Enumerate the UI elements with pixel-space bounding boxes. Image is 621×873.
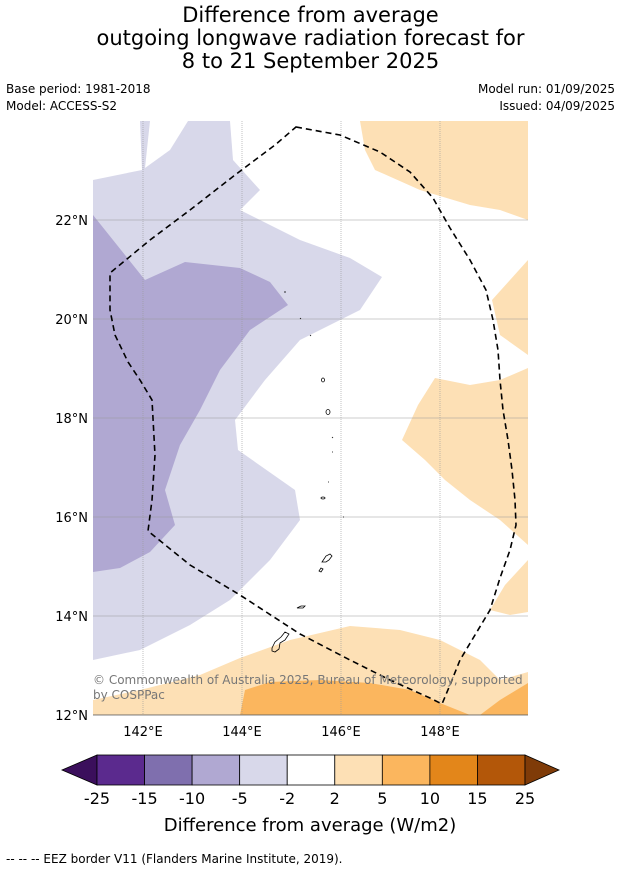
colorbar-under-arrow [60,754,98,786]
olr-anomaly-light-orange-e2 [402,368,528,545]
lon-tick-label: 146°E [321,725,361,740]
olr-anomaly-light-orange-e [492,260,528,355]
eez-border [109,126,517,706]
colorbar-tick-label: 5 [377,789,387,808]
colorbar-segment [334,754,383,786]
olr-anomaly-medium-orange-se [480,683,528,715]
colorbar: -25 -15 -10 -5 -2 2 5 10 15 25 [60,754,560,808]
olr-anomaly-light-orange-se [490,560,528,615]
colorbar-tick-label: 2 [330,789,340,808]
title-line-1: Difference from average [182,3,439,27]
mariana-islands [271,291,344,653]
chart-title: Difference from average outgoing longwav… [0,4,621,73]
colorbar-segment [286,754,336,786]
colorbar-segment [96,754,145,786]
lon-tick-label: 142°E [123,725,163,740]
lat-tick-label: 16°N [55,511,88,526]
copyright-line-2: by COSPPac [93,688,165,702]
model-run: Model run: 01/09/2025 [477,82,615,96]
eez-legend-note: -- -- -- EEZ border V11 (Flanders Marine… [6,852,343,866]
lat-tick-label: 12°N [55,709,88,724]
colorbar-tick-label: -15 [131,789,157,808]
colorbar-segment [191,754,241,786]
title-line-2: outgoing longwave radiation forecast for [96,26,525,50]
colorbar-tick-label: 10 [420,789,440,808]
model-name: Model: ACCESS-S2 [6,99,118,113]
olr-anomaly-medium-purple [93,215,288,572]
map-fields [93,121,528,715]
colorbar-segment [239,754,288,786]
colorbar-tick-label: 15 [467,789,487,808]
meta-left: Base period: 1981-2018 Model: ACCESS-S2 [6,81,151,115]
issued-date: Issued: 04/09/2025 [499,99,615,113]
colorbar-segment [429,754,478,786]
colorbar-segment [477,754,526,786]
colorbar-segment [381,754,431,786]
meta-right: Model run: 01/09/2025 Issued: 04/09/2025 [478,81,615,115]
lon-tick-label: 148°E [420,725,460,740]
longitude-tick-labels: 142°E 144°E 146°E 148°E [123,725,460,740]
colorbar-tick-label: -5 [232,789,248,808]
lat-tick-label: 22°N [55,214,88,229]
colorbar-segment [144,754,193,786]
colorbar-tick-label: -25 [84,789,110,808]
lat-tick-label: 18°N [55,412,88,427]
graticule [93,121,528,715]
lat-tick-label: 14°N [55,610,88,625]
latitude-tick-labels: 22°N 20°N 18°N 16°N 14°N 12°N [55,214,88,724]
lon-tick-label: 144°E [222,725,262,740]
olr-anomaly-medium-orange [240,680,470,715]
colorbar-tick-label: 25 [515,789,535,808]
copyright-line-1: © Commonwealth of Australia 2025, Bureau… [93,673,523,687]
lat-tick-label: 20°N [55,313,88,328]
colorbar-tick-label: -10 [179,789,205,808]
colorbar-over-arrow [524,754,560,786]
colorbar-label: Difference from average (W/m2) [164,815,456,836]
title-line-3: 8 to 21 September 2025 [181,49,440,73]
olr-anomaly-light-orange-ne [360,121,528,220]
colorbar-tick-label: -2 [279,789,295,808]
base-period: Base period: 1981-2018 [6,82,151,96]
